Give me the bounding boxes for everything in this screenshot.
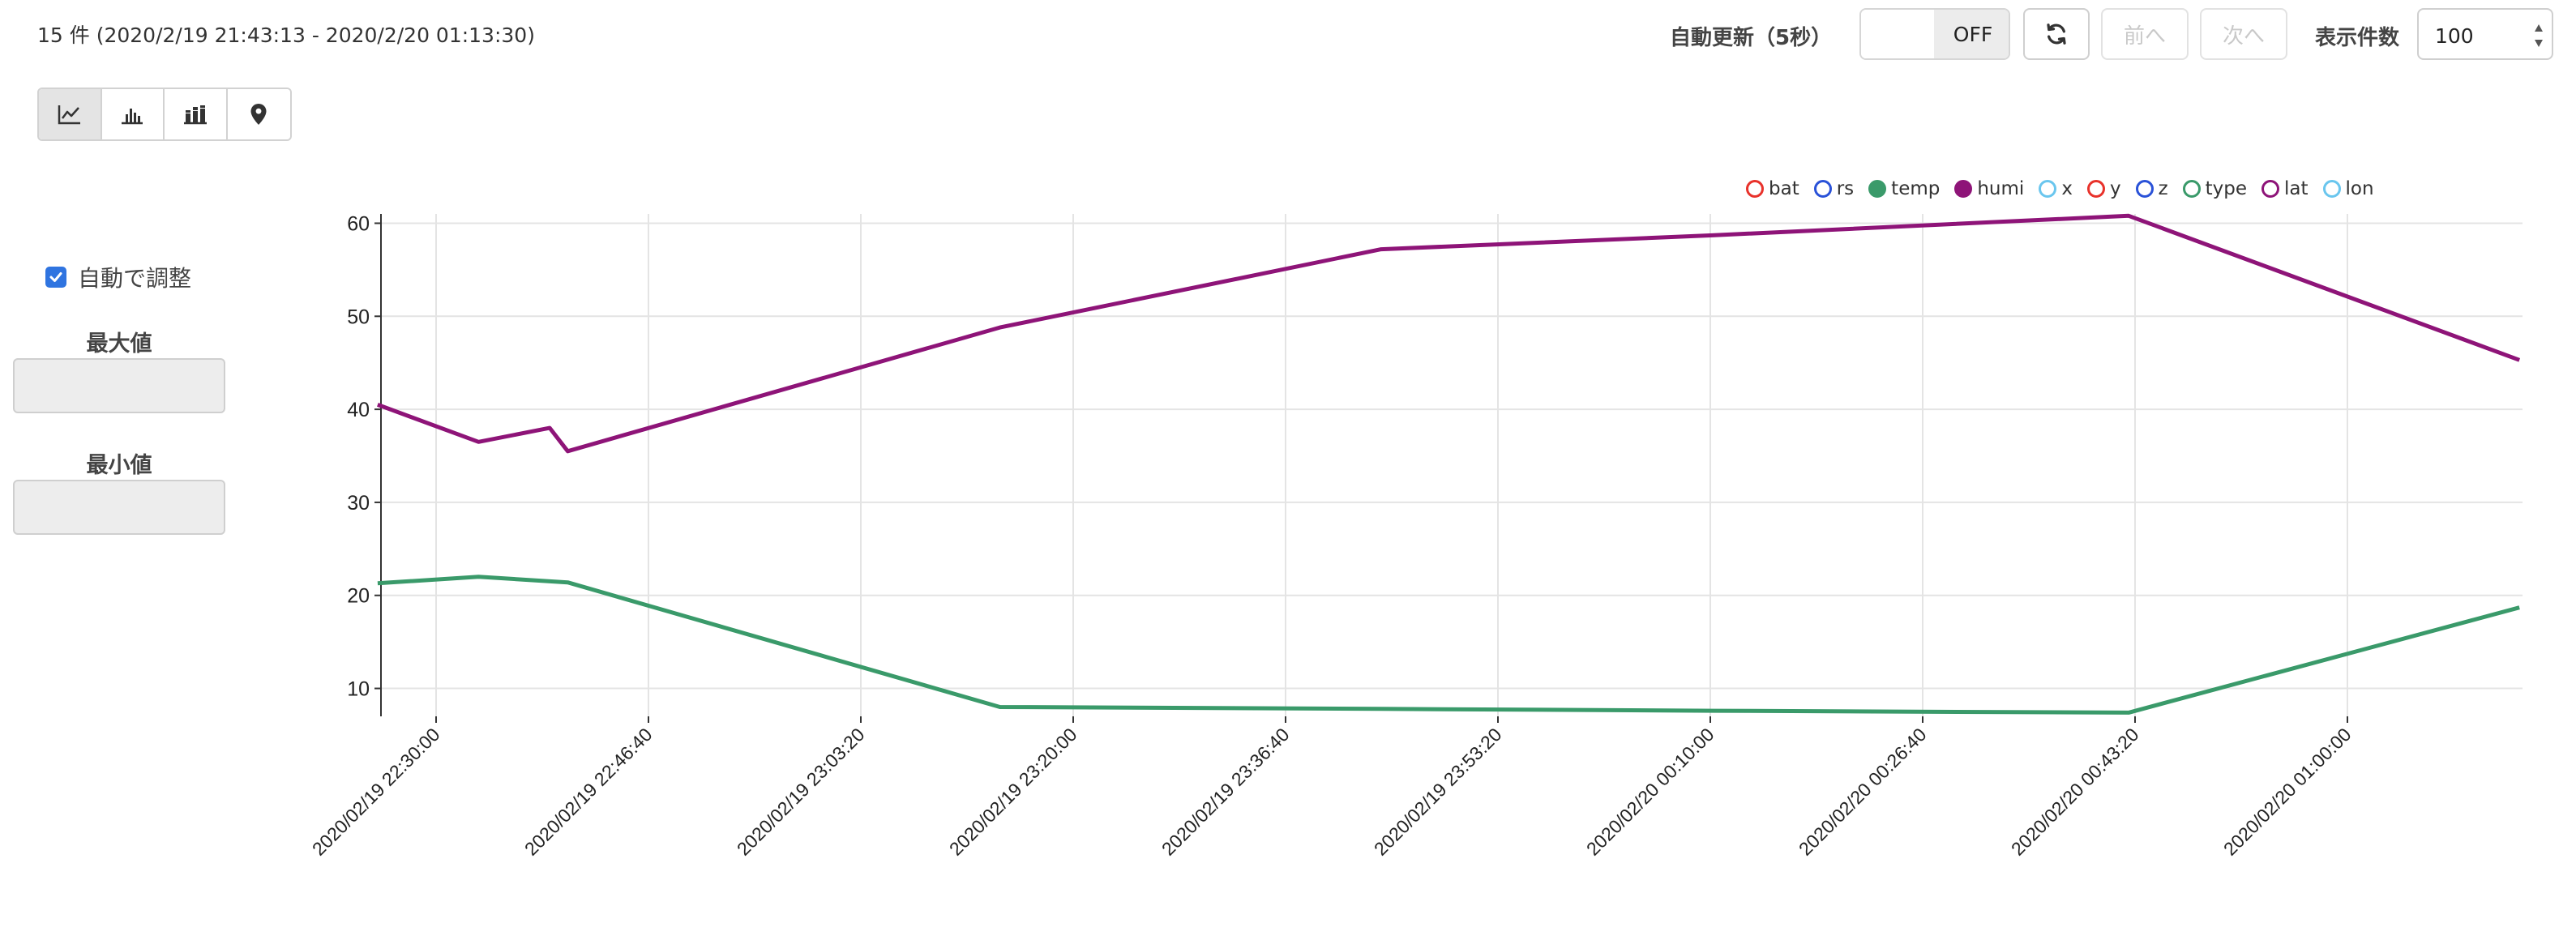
legend-swatch-icon [2261, 180, 2280, 198]
legend-swatch-icon [1954, 180, 1973, 198]
max-value-label: 最大値 [86, 331, 152, 357]
x-tick-label: 2020/02/19 23:03:20 [733, 724, 869, 860]
refresh-icon [2047, 24, 2066, 45]
y-tick-label: 60 [347, 212, 370, 235]
legend-label: z [2158, 178, 2168, 199]
view-switcher [37, 88, 292, 141]
legend-swatch-icon [1813, 180, 1832, 198]
map-marker-icon [250, 104, 267, 125]
x-tick-label: 2020/02/20 00:10:00 [1582, 724, 1718, 860]
legend-swatch-icon [2322, 180, 2341, 198]
max-value-input[interactable] [13, 358, 225, 413]
x-tick-label: 2020/02/19 23:20:00 [945, 724, 1081, 860]
legend-item-y[interactable]: y [2086, 178, 2121, 199]
legend-swatch-icon [1868, 180, 1887, 198]
y-tick-label: 30 [347, 492, 370, 515]
legend-item-lon[interactable]: lon [2322, 178, 2374, 199]
auto-refresh-label: 自動更新（5秒） [1670, 26, 1833, 50]
auto-adjust-checkbox[interactable] [45, 267, 66, 288]
legend-label: bat [1769, 178, 1799, 199]
min-value-input[interactable] [13, 480, 225, 535]
prev-button[interactable]: 前へ [2101, 8, 2189, 60]
x-tick-label: 2020/02/20 00:26:40 [1795, 724, 1931, 860]
line-chart-view-button[interactable] [39, 89, 102, 139]
legend-item-type[interactable]: type [2182, 178, 2248, 199]
legend-swatch-icon [2135, 180, 2154, 198]
min-value-label: 最小値 [86, 453, 152, 478]
map-view-button[interactable] [227, 89, 290, 139]
series-line-humi [377, 213, 2521, 454]
legend-swatch-icon [2039, 180, 2057, 198]
legend-label: temp [1891, 178, 1941, 199]
y-tick-label: 20 [347, 585, 370, 608]
auto-adjust-label: 自動で調整 [78, 265, 192, 292]
y-tick-label: 50 [347, 306, 370, 328]
y-tick-label: 10 [347, 678, 370, 701]
count-label: 表示件数 [2315, 26, 2400, 50]
record-summary: 15 件 (2020/2/19 21:43:13 - 2020/2/20 01:… [37, 24, 535, 47]
x-tick-label: 2020/02/20 00:43:20 [2007, 724, 2143, 860]
x-tick-label: 2020/02/19 23:36:40 [1157, 724, 1294, 860]
check-icon [49, 272, 62, 282]
toolbar: 自動更新（5秒） OFF 前へ 次へ 表示件数 100 [1670, 8, 2561, 60]
toggle-state: OFF [1934, 10, 2009, 58]
legend-label: type [2205, 178, 2248, 199]
auto-refresh-toggle[interactable]: OFF [1859, 8, 2010, 60]
x-tick-label: 2020/02/19 22:46:40 [520, 724, 657, 860]
count-value: 100 [2435, 24, 2474, 48]
line-chart-icon [58, 105, 80, 125]
x-tick-label: 2020/02/19 23:53:20 [1370, 724, 1506, 860]
legend-label: lat [2284, 178, 2309, 199]
legend-item-bat[interactable]: bat [1746, 178, 1799, 199]
legend-item-x[interactable]: x [2039, 178, 2073, 199]
legend-label: y [2109, 178, 2121, 199]
stacked-bar-view-button[interactable] [165, 89, 228, 139]
bar-chart-icon [122, 109, 143, 125]
legend-item-temp[interactable]: temp [1868, 178, 1940, 199]
toggle-track [1861, 10, 1934, 58]
legend-item-lat[interactable]: lat [2261, 178, 2309, 199]
legend-item-humi[interactable]: humi [1954, 178, 2024, 199]
count-select[interactable]: 100 [2417, 8, 2553, 60]
refresh-button[interactable] [2023, 8, 2090, 60]
next-button[interactable]: 次へ [2200, 8, 2287, 60]
auto-adjust: 自動で調整 [45, 261, 191, 293]
legend-item-z[interactable]: z [2135, 178, 2168, 199]
x-tick-label: 2020/02/19 22:30:00 [308, 724, 444, 860]
legend-swatch-icon [2086, 180, 2105, 198]
legend-label: rs [1836, 178, 1855, 199]
legend-item-rs[interactable]: rs [1813, 178, 1855, 199]
legend-swatch-icon [1746, 180, 1764, 198]
select-arrows-icon [2535, 24, 2543, 47]
legend-label: humi [1977, 178, 2025, 199]
chart-legend: bat rs temp humi x y z type lat lon [1746, 178, 2389, 199]
stacked-bar-chart-icon [183, 105, 207, 125]
series-line-temp [377, 575, 2520, 715]
x-tick-label: 2020/02/20 01:00:00 [2219, 724, 2356, 860]
bar-chart-view-button[interactable] [101, 89, 165, 139]
legend-label: x [2061, 178, 2073, 199]
y-tick-label: 40 [347, 399, 370, 421]
legend-swatch-icon [2182, 180, 2201, 198]
legend-label: lon [2345, 178, 2374, 199]
